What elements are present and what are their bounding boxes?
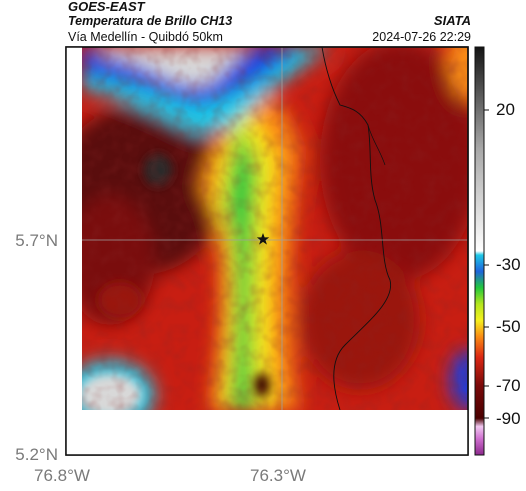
datetime-label: 2024-07-26 22:29 — [372, 30, 471, 44]
star-marker — [256, 233, 270, 245]
colorbar-tick-minus-70: -70 — [496, 376, 521, 395]
lat-tick-5-7: 5.7°N — [15, 231, 58, 250]
satellite-title: GOES-EAST — [68, 0, 145, 14]
lon-tick-76-8: 76.8°W — [34, 466, 90, 485]
colorbar — [474, 46, 485, 456]
department-border — [321, 47, 392, 410]
route-subtitle: Vía Medellín - Quibdó 50km — [68, 30, 223, 44]
colorbar-tick-minus-50: -50 — [496, 317, 521, 336]
lon-tick-76-3: 76.3°W — [250, 466, 306, 485]
lat-tick-5-2: 5.2°N — [15, 445, 58, 464]
product-title: Temperatura de Brillo CH13 — [68, 14, 233, 28]
colorbar-tick-minus-30: -30 — [496, 255, 521, 274]
colorbar-tick-minus-90: -90 — [496, 409, 521, 428]
brand-label: SIATA — [433, 13, 471, 28]
colorbar-tick-20: 20 — [496, 100, 515, 119]
